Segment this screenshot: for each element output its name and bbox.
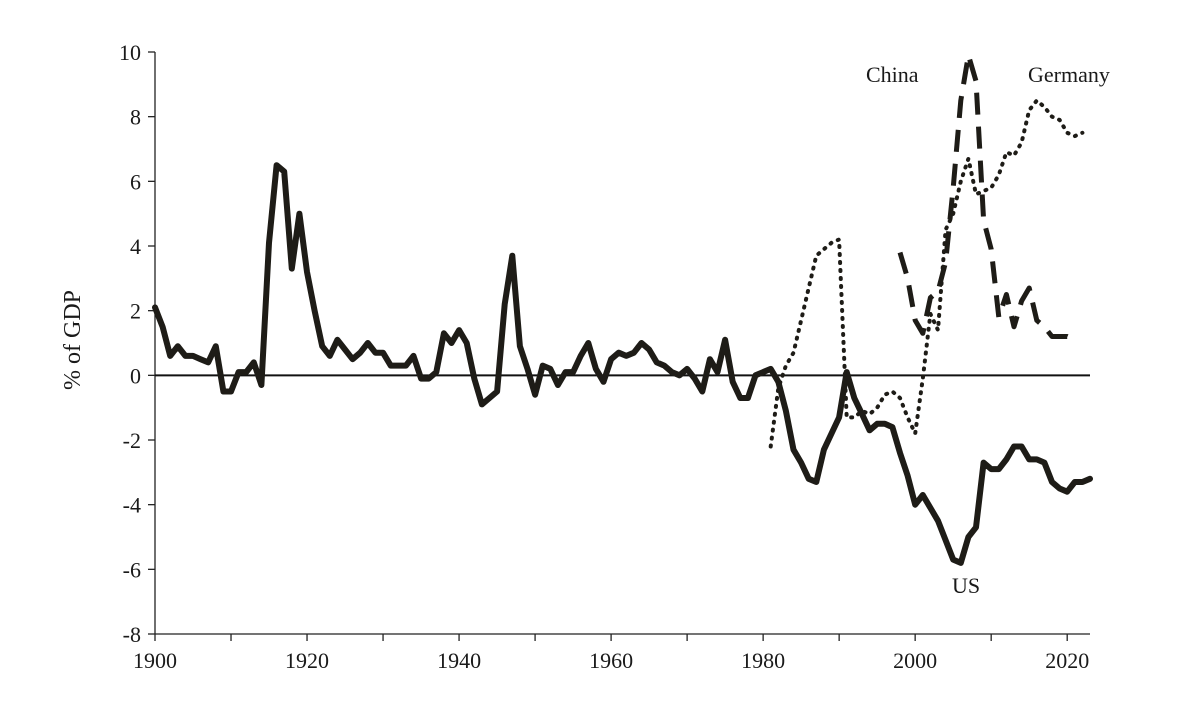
y-tick-label: -4 <box>123 493 141 518</box>
y-tick-label: 0 <box>130 363 141 388</box>
x-tick-label: 1940 <box>437 648 481 673</box>
x-tick-label: 1920 <box>285 648 329 673</box>
y-tick-label: 2 <box>130 299 141 324</box>
series-layer <box>152 52 1093 566</box>
series-line-us <box>152 162 1093 566</box>
x-tick-label: 1900 <box>133 648 177 673</box>
series-label-germany: Germany <box>1028 62 1110 87</box>
x-tick-label: 2020 <box>1045 648 1089 673</box>
x-tick-label: 1980 <box>741 648 785 673</box>
y-tick-label: 4 <box>130 234 141 259</box>
x-tick-label: 2000 <box>893 648 937 673</box>
y-tick-label: -6 <box>123 557 141 582</box>
y-tick-label: -8 <box>123 622 141 647</box>
series-line-germany <box>768 98 1085 449</box>
series-label-us: US <box>952 573 980 598</box>
series-label-china: China <box>866 62 919 87</box>
y-axis-title: % of GDP <box>60 290 86 390</box>
series-line-china <box>897 52 1076 343</box>
y-tick-label: 10 <box>119 40 141 65</box>
y-tick-label: 6 <box>130 169 141 194</box>
y-tick-label: 8 <box>130 105 141 130</box>
x-tick-label: 1960 <box>589 648 633 673</box>
axes: -8 -6 -4 -2 0 2 4 6 8 10 1900 1920 1940 1960 1980 2000 2… <box>119 40 1090 673</box>
y-tick-label: -2 <box>123 428 141 453</box>
series-labels: China Germany US <box>866 62 1110 598</box>
